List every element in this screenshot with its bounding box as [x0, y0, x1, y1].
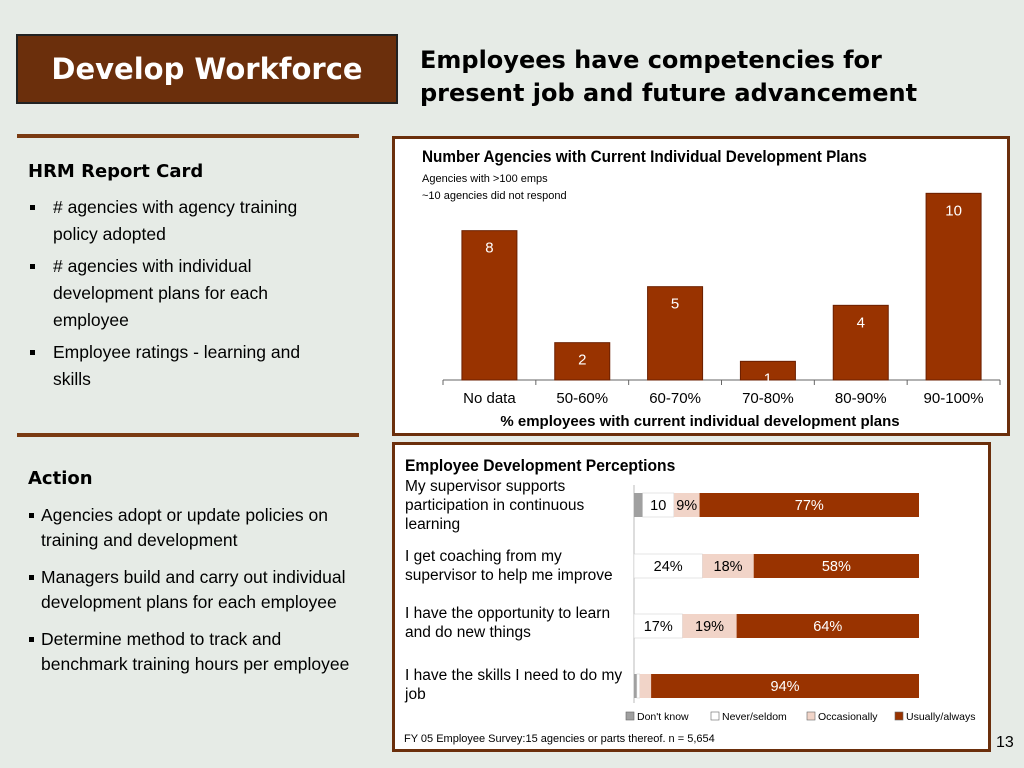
stacked-segment [634, 493, 643, 517]
stacked-segment [634, 674, 637, 698]
bar-value-label: 2 [578, 352, 586, 369]
bar-value-label: 1 [764, 370, 772, 387]
x-tick-label: No data [463, 390, 516, 407]
segment-label: 77% [795, 498, 824, 514]
bar [925, 192, 982, 381]
segment-label: 10 [650, 498, 666, 514]
legend-swatch [806, 711, 816, 721]
list-item: Managers build and carry out individual … [28, 565, 358, 615]
segment-label: 17% [644, 619, 673, 635]
stacked-segment [673, 493, 700, 517]
page-subtitle: Employees have competencies for present … [420, 44, 1010, 110]
x-tick-label: 50-60% [556, 390, 608, 407]
stacked-segment [636, 673, 640, 699]
question-label: I get coaching from my supervisor to hel… [405, 548, 613, 584]
segment-label: 58% [822, 559, 851, 575]
stacked-segment [651, 674, 919, 698]
bar [647, 286, 704, 381]
segment-label: 64% [813, 619, 842, 635]
question-label: I have the opportunity to learn and do n… [405, 605, 611, 641]
question-label: I have the skills I need to do my job [405, 667, 623, 703]
divider-middle [17, 433, 359, 437]
question-label: My supervisor supports participation in … [405, 478, 585, 533]
perceptions-chart: Employee Development Perceptions My supe… [392, 442, 991, 752]
chart-note: ~10 agencies did not respond [422, 190, 567, 202]
legend-label: Never/seldom [722, 711, 787, 723]
stacked-segment [682, 614, 737, 638]
legend-label: Usually/always [906, 711, 975, 723]
list-item: # agencies with agency training policy a… [28, 194, 328, 248]
chart-title: Number Agencies with Current Individual … [422, 147, 867, 166]
stacked-segment [753, 554, 919, 578]
legend-swatch [894, 711, 904, 721]
segment-label: 18% [714, 559, 743, 575]
list-item: Agencies adopt or update policies on tra… [28, 503, 358, 553]
action-list: Agencies adopt or update policies on tra… [28, 503, 358, 689]
bar-chart-plot: 8 No data 2 50-60% 5 60-70% 1 70-80% 4 80-90% 10 90… [442, 192, 1001, 407]
legend-label: Occasionally [818, 711, 878, 723]
bar [739, 360, 796, 381]
bar-value-label: 8 [485, 240, 493, 257]
segment-label: 9% [676, 498, 697, 514]
bar [554, 342, 611, 381]
report-card-heading: HRM Report Card [28, 161, 204, 182]
bar-value-label: 5 [671, 296, 679, 313]
bar-value-label: 10 [945, 202, 962, 219]
legend-label: Don't know [637, 711, 689, 723]
x-axis-label: % employees with current individual deve… [500, 413, 900, 430]
segment-label: 19% [695, 619, 724, 635]
segment-label: 94% [771, 679, 800, 695]
list-item: # agencies with individual development p… [28, 253, 328, 334]
legend-swatch [710, 711, 720, 721]
list-item: Determine method to track and benchmark … [28, 627, 358, 677]
segment-label: 24% [654, 559, 683, 575]
page-title: Develop Workforce [51, 52, 363, 86]
chart-note: Agencies with >100 emps [422, 173, 548, 185]
action-heading: Action [28, 468, 93, 489]
chart-title: Employee Development Perceptions [405, 456, 676, 475]
title-box: Develop Workforce [16, 34, 398, 104]
subtitle-line-1: Employees have competencies for [420, 46, 882, 74]
footnote: FY 05 Employee Survey:15 agencies or par… [404, 733, 715, 745]
list-item: Employee ratings - learning and skills [28, 339, 328, 393]
stacked-segment [642, 492, 675, 518]
x-tick-label: 70-80% [742, 390, 794, 407]
stacked-segment [633, 613, 683, 639]
page-number: 13 [996, 734, 1014, 751]
agency-idp-chart: Number Agencies with Current Individual … [392, 136, 1010, 436]
report-card-list: # agencies with agency training policy a… [28, 194, 328, 398]
stacked-segment [699, 493, 919, 517]
stacked-segment [702, 554, 754, 578]
x-tick-label: 90-100% [924, 390, 984, 407]
stacked-segment [736, 614, 919, 638]
x-tick-label: 80-90% [835, 390, 887, 407]
x-tick-label: 60-70% [649, 390, 701, 407]
bar-value-label: 4 [857, 314, 865, 331]
subtitle-line-2: present job and future advancement [420, 79, 918, 107]
bar [461, 230, 518, 381]
divider-top [17, 134, 359, 138]
stacked-bar-plot: 10 9% 77% 24% 18% 58% 17% 19% 64% 94% Don't know Ne… [625, 485, 975, 723]
legend-swatch [625, 711, 635, 721]
stacked-segment [639, 674, 652, 698]
bar [832, 304, 889, 381]
